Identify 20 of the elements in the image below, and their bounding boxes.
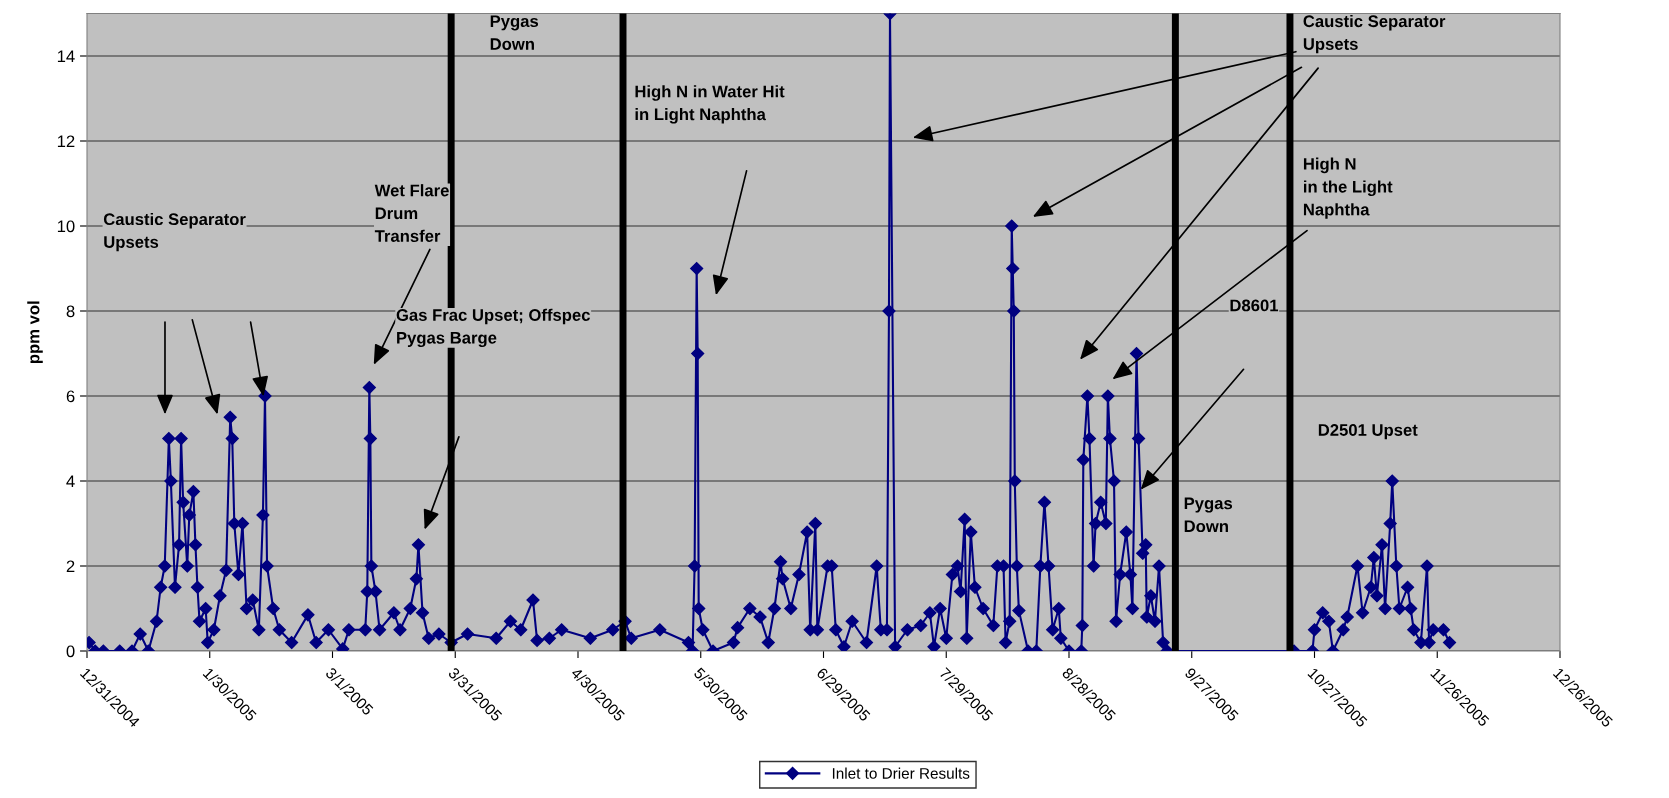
annotation: Caustic Separator Upsets xyxy=(103,212,246,252)
y-tick-label: 14 xyxy=(57,50,75,63)
y-tick-label: 0 xyxy=(66,645,75,658)
annotation: D2501 Upset xyxy=(1318,424,1418,440)
y-tick-label: 2 xyxy=(66,560,75,573)
annotation: Gas Frac Upset; Offspec Pygas Barge xyxy=(396,308,590,348)
annotation: D8601 xyxy=(1230,299,1279,312)
y-tick-label: 4 xyxy=(66,475,75,488)
y-axis-title: ppm vol xyxy=(27,301,43,364)
annotation: Caustic Separator Upsets xyxy=(1303,14,1446,54)
annotation: High N in Water Hit in Light Naphtha xyxy=(635,85,785,124)
annotation: Wet Flare Drum Transfer xyxy=(374,184,449,242)
y-tick-label: 6 xyxy=(66,390,75,403)
legend-label: Inlet to Drier Results xyxy=(832,767,970,779)
y-tick-label: 8 xyxy=(66,305,75,318)
annotation: Pygas Down xyxy=(1184,497,1233,533)
annotation: High N in the Light Naphtha xyxy=(1303,157,1393,219)
annotation: Pygas Down xyxy=(490,15,539,50)
y-tick-label: 10 xyxy=(57,220,75,233)
y-tick-label: 12 xyxy=(57,135,75,148)
